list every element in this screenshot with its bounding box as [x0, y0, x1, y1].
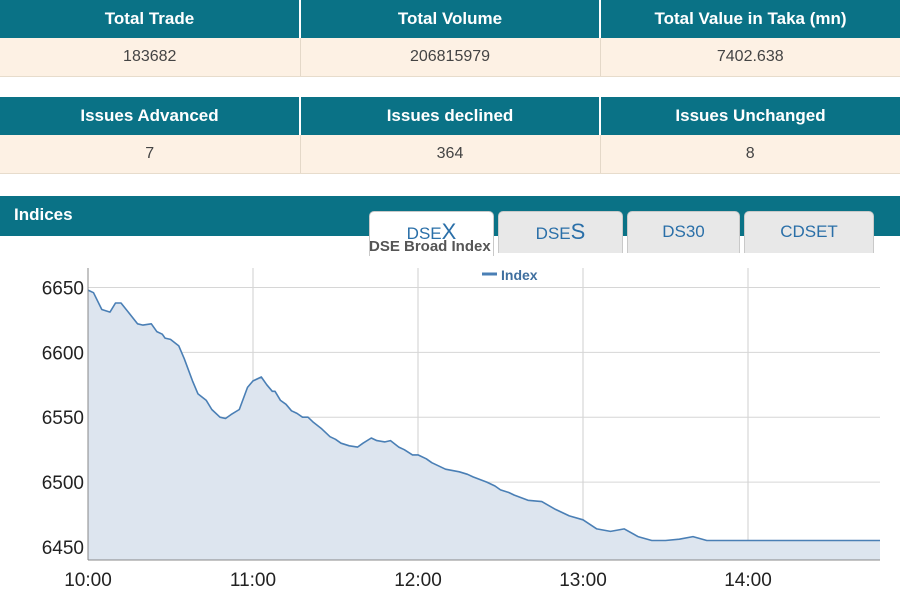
issues-summary-table: Issues Advanced Issues declined Issues U…: [0, 97, 900, 174]
chart-title: DSE Broad Index: [369, 238, 491, 255]
tab-ds30-label: DS30: [662, 222, 705, 241]
tab-dsex-letter: X: [441, 219, 457, 244]
legend-label: Index: [501, 267, 538, 283]
total-volume-header: Total Volume: [300, 0, 601, 38]
tab-dses[interactable]: DSES: [498, 211, 623, 253]
tab-cdset[interactable]: CDSET: [744, 211, 874, 253]
issues-header-row: Issues Advanced Issues declined Issues U…: [0, 97, 900, 135]
total-value-value: 7402.638: [600, 38, 900, 77]
trade-summary-header-row: Total Trade Total Volume Total Value in …: [0, 0, 900, 38]
y-tick-label: 6600: [42, 343, 84, 364]
issues-advanced-value: 7: [0, 135, 301, 174]
tab-cdset-label: CDSET: [780, 222, 838, 241]
y-tick-label: 6650: [42, 278, 84, 299]
total-volume-value: 206815979: [300, 38, 601, 77]
index-line: [87, 289, 880, 542]
tab-dses-prefix: DSE: [535, 224, 571, 243]
index-area: [88, 290, 880, 560]
y-tick-label: 6500: [42, 473, 84, 494]
issues-unchanged-value: 8: [600, 135, 900, 174]
issues-value-row: 7 364 8: [0, 135, 900, 174]
trade-summary-value-row: 183682 206815979 7402.638: [0, 38, 900, 77]
issues-declined-header: Issues declined: [300, 97, 601, 135]
tab-ds30[interactable]: DS30: [627, 211, 740, 253]
tab-dses-letter: S: [570, 219, 586, 244]
issues-advanced-header: Issues Advanced: [0, 97, 301, 135]
x-tick-label: 12:00: [394, 570, 442, 591]
x-tick-label: 10:00: [64, 570, 112, 591]
tab-dsex-prefix: DSE: [406, 224, 442, 243]
indices-title: Indices: [14, 205, 73, 224]
issues-unchanged-header: Issues Unchanged: [600, 97, 900, 135]
x-tick-label: 13:00: [559, 570, 607, 591]
tab-dsex[interactable]: DSEX: [369, 211, 494, 256]
x-tick-label: 14:00: [724, 570, 772, 591]
y-tick-label: 6550: [42, 408, 84, 429]
total-trade-header: Total Trade: [0, 0, 301, 38]
total-value-header: Total Value in Taka (mn): [600, 0, 900, 38]
total-trade-value: 183682: [0, 38, 301, 77]
y-tick-label: 6450: [42, 538, 84, 559]
trade-summary-table: Total Trade Total Volume Total Value in …: [0, 0, 900, 77]
issues-declined-value: 364: [300, 135, 601, 174]
x-tick-label: 11:00: [230, 570, 276, 591]
